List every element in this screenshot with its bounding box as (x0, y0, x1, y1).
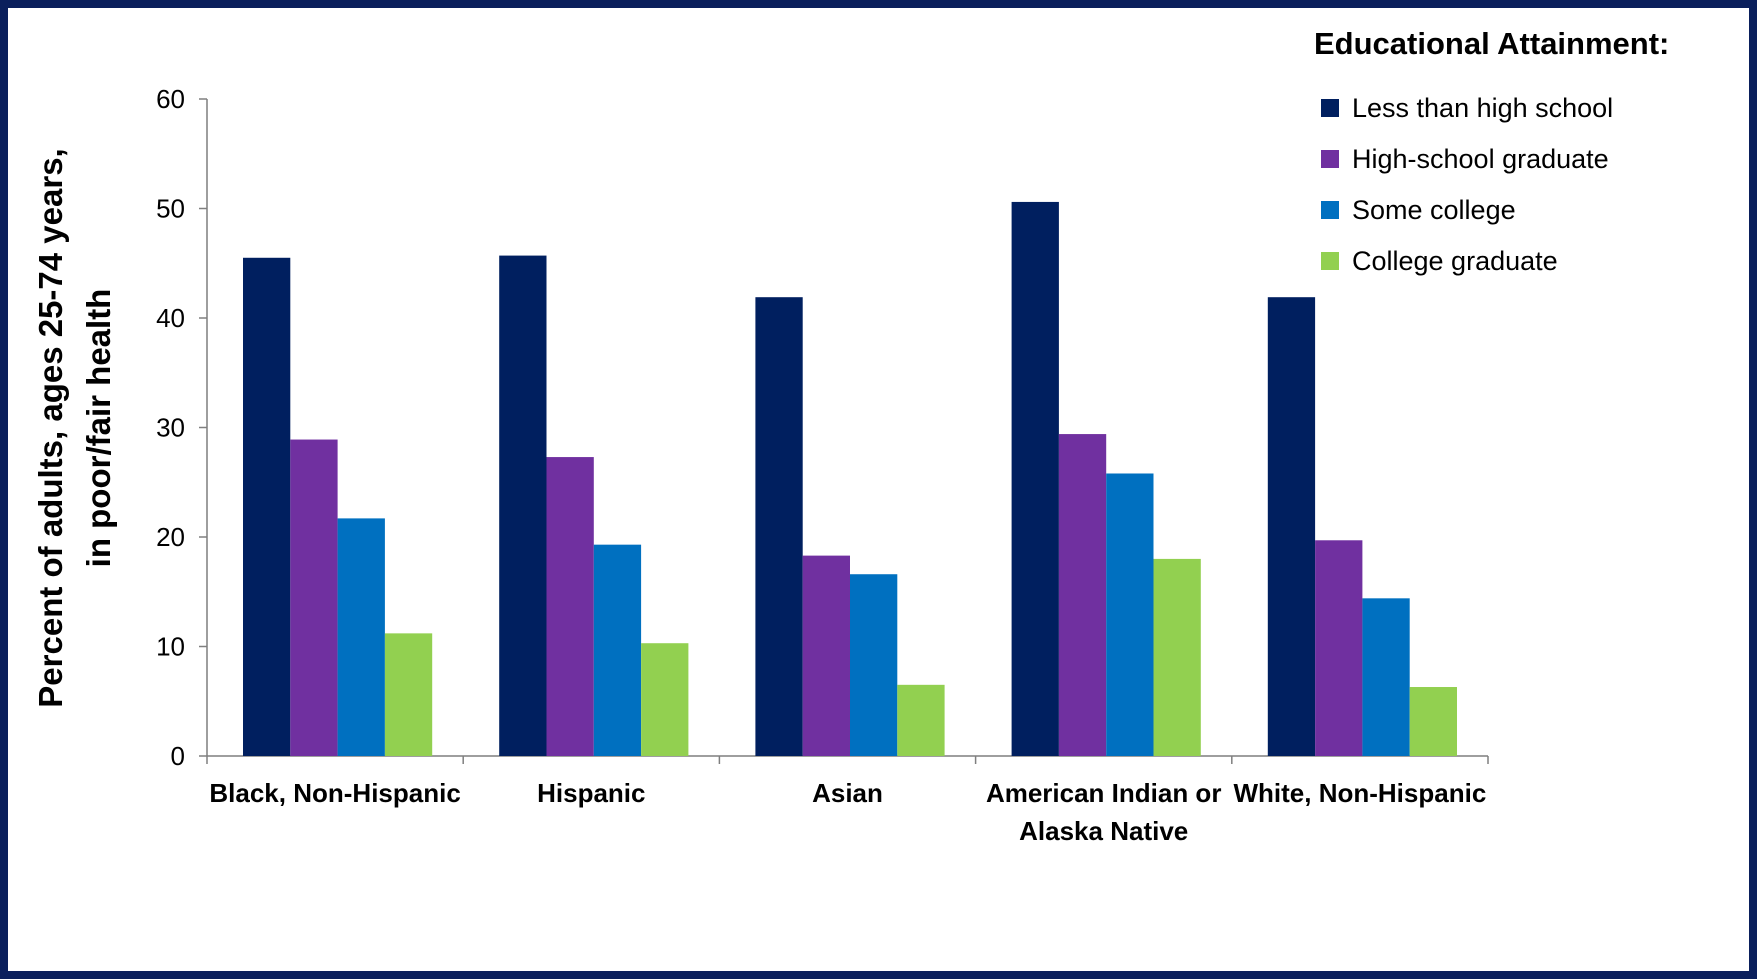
y-tick-label: 20 (156, 522, 185, 552)
legend-label-college-graduate: College graduate (1352, 246, 1558, 276)
y-tick-label: 30 (156, 413, 185, 443)
bar-some-college-black-non-hispanic (337, 518, 385, 756)
legend-title: Educational Attainment: (1314, 26, 1669, 61)
bar-high-school-graduate-black-non-hispanic (290, 439, 338, 756)
legend-swatch-some-college (1321, 201, 1339, 219)
bar-college-graduate-white-non-hispanic (1409, 687, 1457, 756)
x-category-label: American Indian or (986, 778, 1222, 808)
bar-college-graduate-american-indian-or-alaska-native (1153, 558, 1201, 756)
bar-college-graduate-black-non-hispanic (384, 633, 433, 756)
y-tick-label: 0 (171, 741, 185, 771)
bar-less-than-high-school-black-non-hispanic (243, 257, 291, 756)
bar-less-than-high-school-american-indian-or-alaska-native (1011, 201, 1059, 756)
bar-some-college-asian (850, 574, 898, 756)
y-tick-label: 10 (156, 632, 185, 662)
bar-some-college-hispanic (593, 544, 642, 756)
x-category-label: Black, Non-Hispanic (209, 778, 460, 808)
legend-swatch-high-school-graduate (1321, 150, 1339, 168)
axis-labels: 0 10 20 30 40 50 60 Black, Non-Hispanic Hispanic… (32, 84, 1486, 846)
y-tick-label: 40 (156, 303, 185, 333)
bar-less-than-high-school-hispanic (499, 255, 547, 756)
bar-chart: 0 10 20 30 40 50 60 Black, Non-Hispanic Hispanic… (32, 26, 1669, 846)
y-tick-label: 50 (156, 194, 185, 224)
legend-swatch-less-than-high-school (1321, 99, 1339, 117)
legend: Educational Attainment: Less than high sc… (1314, 26, 1669, 276)
y-axis-title-line: Percent of adults, ages 25-74 years, (32, 148, 69, 707)
bar-some-college-white-non-hispanic (1362, 598, 1410, 756)
x-category-label: Asian (812, 778, 883, 808)
bar-college-graduate-asian (897, 684, 945, 756)
legend-label-less-than-high-school: Less than high school (1352, 93, 1613, 123)
chart-panel: 0 10 20 30 40 50 60 Black, Non-Hispanic Hispanic… (8, 8, 1749, 971)
legend-label-some-college: Some college (1352, 195, 1516, 225)
bar-high-school-graduate-asian (802, 555, 850, 756)
bar-high-school-graduate-white-non-hispanic (1315, 540, 1363, 756)
bar-high-school-graduate-hispanic (546, 457, 594, 756)
y-axis-title: Percent of adults, ages 25-74 years, in p… (32, 148, 117, 707)
y-tick-label: 60 (156, 84, 185, 114)
bar-some-college-american-indian-or-alaska-native (1106, 473, 1154, 756)
x-category-label: Hispanic (537, 778, 645, 808)
y-axis-title-line: in poor/fair health (80, 289, 117, 568)
bar-college-graduate-hispanic (641, 643, 689, 756)
legend-swatch-college-graduate (1321, 252, 1339, 270)
bars (243, 201, 1457, 756)
x-category-label: White, Non-Hispanic (1234, 778, 1487, 808)
legend-label-high-school-graduate: High-school graduate (1352, 144, 1609, 174)
bar-less-than-high-school-white-non-hispanic (1267, 297, 1316, 756)
x-category-label: Alaska Native (1019, 816, 1188, 846)
bar-less-than-high-school-asian (755, 297, 803, 756)
bar-high-school-graduate-american-indian-or-alaska-native (1058, 434, 1107, 756)
